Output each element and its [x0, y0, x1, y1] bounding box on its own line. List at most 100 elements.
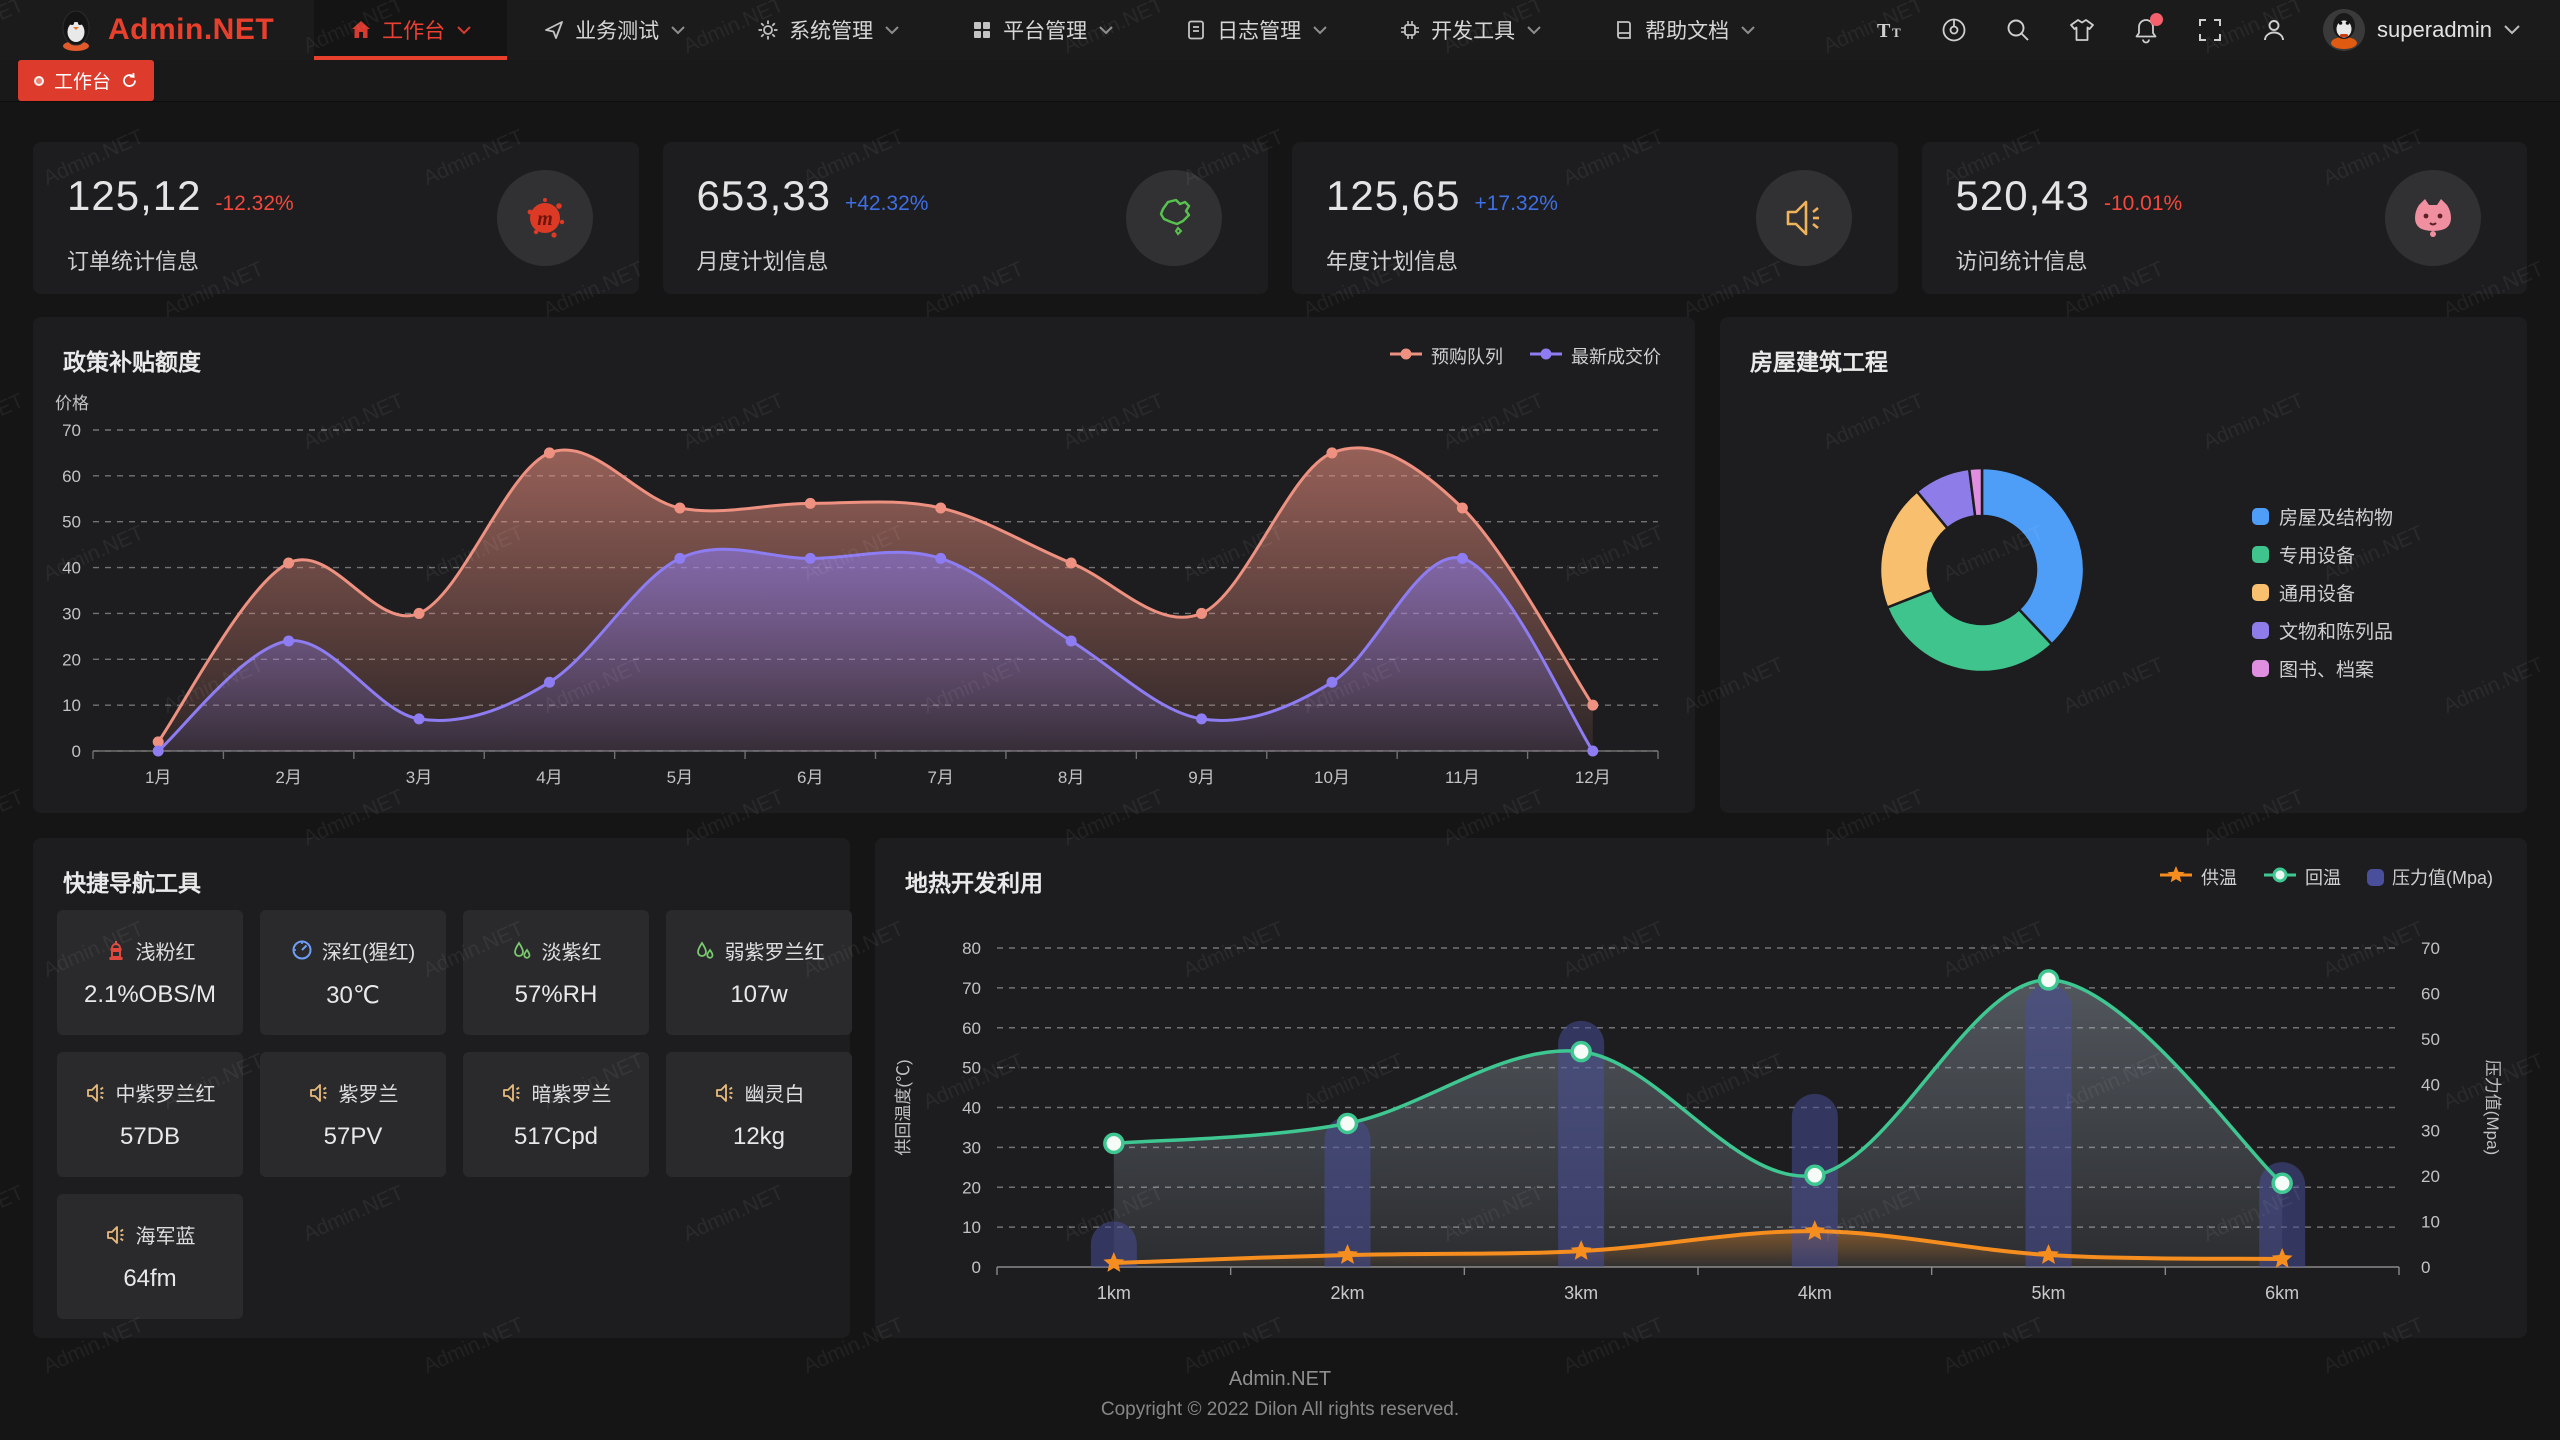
quick-nav-item[interactable]: 中紫罗兰红 57DB	[57, 1052, 243, 1177]
svg-text:2月: 2月	[275, 768, 301, 787]
svg-text:供回温度(℃): 供回温度(℃)	[894, 1059, 913, 1155]
legend-item[interactable]: 文物和陈列品	[2252, 617, 2393, 644]
menu-item-dev-tools[interactable]: 开发工具	[1363, 0, 1577, 60]
svg-text:60: 60	[962, 1019, 981, 1038]
stat-icon-circle	[1755, 170, 1852, 266]
svg-text:70: 70	[62, 421, 81, 440]
menu-item-log-mgmt[interactable]: 日志管理	[1149, 0, 1363, 60]
svg-text:30: 30	[2421, 1121, 2440, 1140]
menu-item-help-docs[interactable]: 帮助文档	[1577, 0, 1791, 60]
menu-item-business-test[interactable]: 业务测试	[507, 0, 721, 60]
penguin-logo-icon	[62, 10, 90, 51]
legend-item[interactable]: 房屋及结构物	[2252, 503, 2393, 530]
quick-nav-item[interactable]: 紫罗兰 57PV	[260, 1052, 446, 1177]
tabs-bar: 工作台	[0, 60, 2560, 102]
user-profile-icon[interactable]	[2259, 15, 2289, 45]
stat-cards-row: 125,12 -12.32% 订单统计信息 m 653,33 +42.32% 月…	[33, 142, 2527, 294]
quick-nav-item[interactable]: 深红(猩红) 30℃	[260, 910, 446, 1035]
legend-marker-icon	[1389, 344, 1423, 369]
panel-title: 地热开发利用	[905, 870, 1043, 896]
svg-text:6月: 6月	[797, 768, 823, 787]
building-donut-chart[interactable]	[1720, 317, 2527, 813]
quick-nav-item[interactable]: 浅粉红 2.1%OBS/M	[57, 910, 243, 1035]
stat-value: 520,43	[1955, 172, 2090, 219]
legend-marker-icon	[2366, 868, 2384, 886]
svg-text:1km: 1km	[1097, 1283, 1131, 1303]
svg-text:10: 10	[962, 1218, 981, 1237]
legend-item-preorder[interactable]: 预购队列	[1389, 343, 1503, 369]
stat-card-visits[interactable]: 520,43 -10.01% 访问统计信息	[1921, 142, 2527, 294]
speaker-icon	[502, 1083, 520, 1102]
legend-item[interactable]: 通用设备	[2252, 579, 2393, 606]
language-icon[interactable]	[1939, 15, 1969, 45]
refresh-icon[interactable]	[121, 72, 138, 89]
svg-text:0: 0	[72, 742, 81, 761]
stat-value: 125,12	[67, 172, 202, 219]
menu-item-workbench[interactable]: 工作台	[314, 0, 508, 60]
stat-delta: +42.32%	[844, 192, 929, 215]
tab-workbench[interactable]: 工作台	[18, 60, 155, 101]
stat-card-monthly-plan[interactable]: 653,33 +42.32% 月度计划信息	[662, 142, 1268, 294]
china-map-icon	[1159, 198, 1191, 236]
fullscreen-icon[interactable]	[2195, 15, 2225, 45]
svg-text:价格: 价格	[55, 394, 89, 413]
svg-text:9月: 9月	[1188, 768, 1214, 787]
stat-icon-circle: m	[496, 170, 593, 266]
svg-text:12月: 12月	[1575, 768, 1611, 787]
notifications-bell-icon[interactable]	[2131, 13, 2164, 45]
svg-text:3km: 3km	[1564, 1283, 1598, 1303]
legend-item-pressure[interactable]: 压力值(Mpa)	[2366, 864, 2493, 890]
svg-text:10: 10	[2421, 1212, 2440, 1231]
quick-nav-item[interactable]: 弱紫罗兰红 107w	[666, 910, 852, 1035]
notification-badge	[2150, 13, 2164, 26]
speaker-icon	[309, 1083, 327, 1102]
quick-nav-grid: 浅粉红 2.1%OBS/M 深红(猩红) 30℃ 淡紫红 57%RH 弱紫罗兰红…	[57, 910, 852, 1319]
legend-item[interactable]: 图书、档案	[2252, 655, 2393, 682]
svg-text:4km: 4km	[1798, 1283, 1832, 1303]
svg-text:40: 40	[62, 559, 81, 578]
legend-marker-icon	[2252, 660, 2269, 677]
geothermal-mixed-chart[interactable]: 0 10 20 30 40 50 60 70 80 0 10 20 30 40 50 60 70 1km 2km 3k…	[875, 838, 2527, 1338]
quick-nav-item[interactable]: 海军蓝 64fm	[57, 1194, 243, 1319]
legend-marker-icon	[2252, 546, 2269, 563]
stat-delta: +17.32%	[1474, 192, 1558, 215]
menu-item-platform-mgmt[interactable]: 平台管理	[935, 0, 1149, 60]
legend-item-return-temp[interactable]: 回温	[2263, 864, 2341, 890]
subsidy-chart-panel: 政策补贴额度 预购队列 最新成交价 0 10 20 30 40 50 60 70 价格 1月 2月 3…	[33, 317, 1695, 813]
quick-nav-item[interactable]: 淡紫红 57%RH	[463, 910, 649, 1035]
chevron-down-icon	[885, 25, 899, 34]
search-icon[interactable]	[2003, 15, 2033, 45]
chevron-down-icon	[1741, 25, 1755, 34]
chart-legend: 预购队列 最新成交价	[1389, 343, 1661, 369]
app-logo[interactable]: Admin.NET	[0, 0, 314, 60]
stat-card-yearly-plan[interactable]: 125,65 +17.32% 年度计划信息	[1292, 142, 1898, 294]
tab-active-dot	[34, 75, 44, 86]
svg-text:20: 20	[2421, 1167, 2440, 1186]
chevron-down-icon	[1527, 25, 1541, 34]
quick-nav-item[interactable]: 暗紫罗兰 517Cpd	[463, 1052, 649, 1177]
svg-text:20: 20	[962, 1178, 981, 1197]
svg-text:2km: 2km	[1330, 1283, 1364, 1303]
svg-text:50: 50	[962, 1059, 981, 1078]
svg-text:40: 40	[2421, 1076, 2440, 1095]
stat-card-orders[interactable]: 125,12 -12.32% 订单统计信息 m	[33, 142, 639, 294]
quick-nav-item[interactable]: 幽灵白 12kg	[666, 1052, 852, 1177]
panel-title: 快捷导航工具	[63, 870, 201, 896]
menu-item-system-mgmt[interactable]: 系统管理	[721, 0, 935, 60]
svg-text:1月: 1月	[145, 768, 171, 787]
theme-skin-icon[interactable]	[2067, 15, 2097, 45]
legend-item-supply-temp[interactable]: 供温	[2159, 864, 2237, 890]
subsidy-area-chart[interactable]: 0 10 20 30 40 50 60 70 价格 1月 2月 3月 4月 5月 6月 7月 8月 9月 10月 11…	[33, 317, 1695, 813]
meetup-splat-icon: m	[527, 198, 564, 238]
legend-item-latest-price[interactable]: 最新成交价	[1529, 343, 1661, 369]
drops-icon	[696, 940, 713, 959]
quick-nav-panel: 快捷导航工具 浅粉红 2.1%OBS/M 深红(猩红) 30℃ 淡紫红 57%R…	[33, 838, 852, 1338]
building-pie-panel: 房屋建筑工程 房屋及结构物 专用设备 通用设备 文物和陈列品 图书、档案	[1720, 317, 2527, 813]
legend-item[interactable]: 专用设备	[2252, 541, 2393, 568]
geothermal-chart-panel: 地热开发利用 供温 回温 压力值(Mpa) 0 10 20 30 40 50 60 70 80 0…	[875, 838, 2527, 1338]
user-menu[interactable]: superadmin	[2323, 9, 2520, 51]
log-icon	[1188, 20, 1205, 40]
username-label: superadmin	[2377, 17, 2492, 42]
